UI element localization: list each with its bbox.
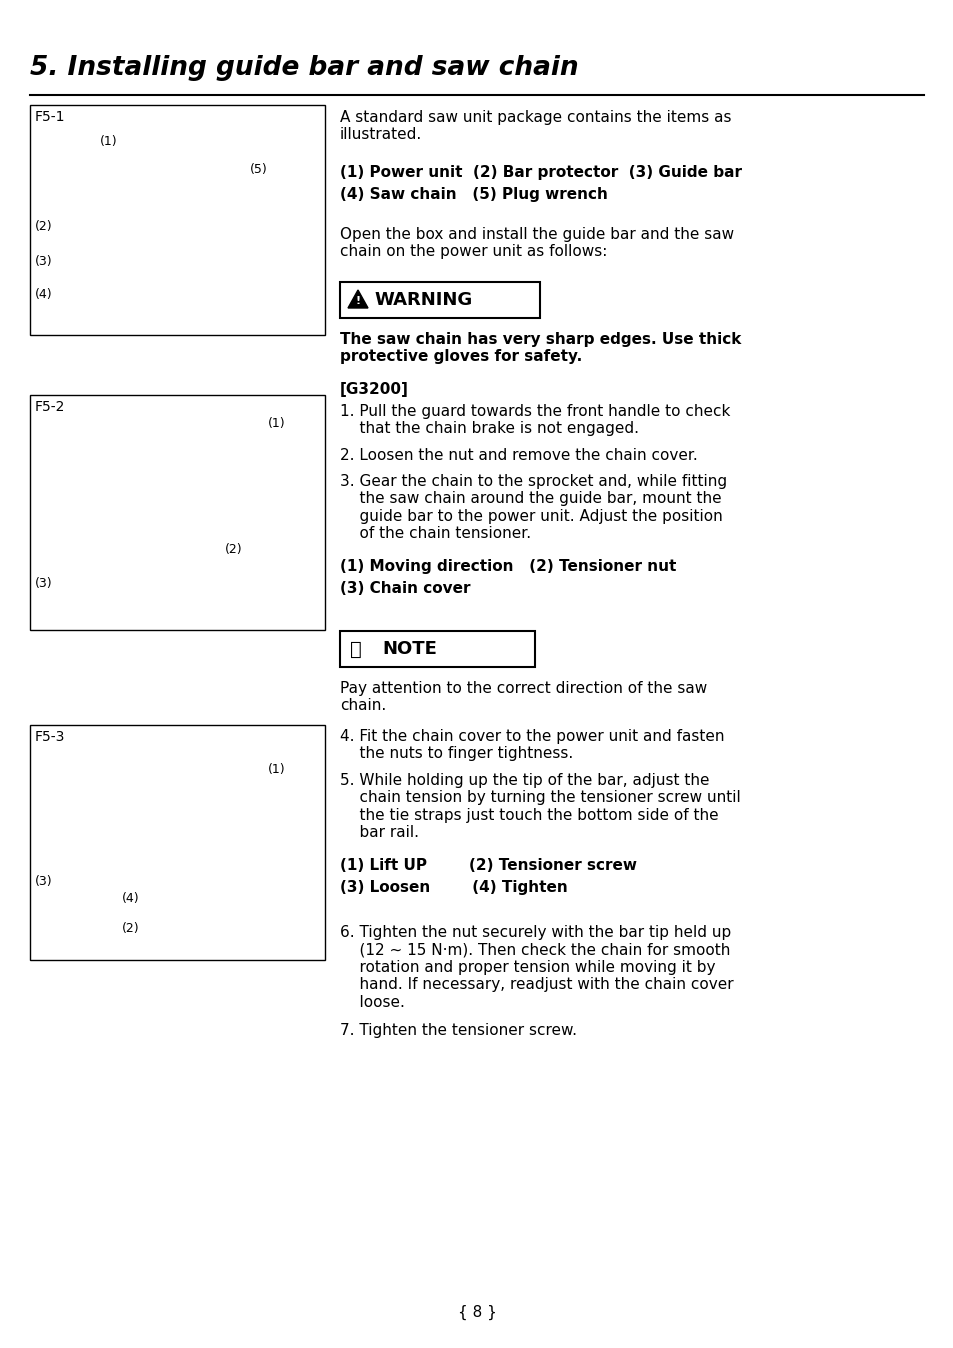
Text: F5-3: F5-3 [35,731,66,744]
Text: !: ! [355,297,360,306]
Polygon shape [348,290,368,307]
Bar [30,395,325,630]
Text: 4. Fit the chain cover to the power unit and fasten
    the nuts to finger tight: 4. Fit the chain cover to the power unit… [339,729,723,762]
Text: Open the box and install the guide bar and the saw
chain on the power unit as fo: Open the box and install the guide bar a… [339,226,734,259]
Text: (4): (4) [35,288,52,301]
Text: (3) Loosen        (4) Tighten: (3) Loosen (4) Tighten [339,880,567,895]
Text: (4) Saw chain   (5) Plug wrench: (4) Saw chain (5) Plug wrench [339,187,607,202]
Text: NOTE: NOTE [381,640,436,658]
Text: 5. Installing guide bar and saw chain: 5. Installing guide bar and saw chain [30,55,578,81]
Text: (2): (2) [122,922,139,936]
Text: (3): (3) [35,255,52,268]
Bar [339,282,539,318]
Text: (4): (4) [122,892,139,905]
Text: (3): (3) [35,875,52,888]
Bar [30,105,325,336]
Text: 2. Loosen the nut and remove the chain cover.: 2. Loosen the nut and remove the chain c… [339,448,697,462]
Text: 1. Pull the guard towards the front handle to check
    that the chain brake is : 1. Pull the guard towards the front hand… [339,404,730,437]
Text: F5-2: F5-2 [35,400,66,414]
Text: (2): (2) [35,220,52,233]
Text: [G3200]: [G3200] [339,381,409,398]
Text: 7. Tighten the tensioner screw.: 7. Tighten the tensioner screw. [339,1023,577,1038]
Text: (3) Chain cover: (3) Chain cover [339,581,470,596]
Text: 5. While holding up the tip of the bar, adjust the
    chain tension by turning : 5. While holding up the tip of the bar, … [339,772,740,840]
Text: (1) Lift UP        (2) Tensioner screw: (1) Lift UP (2) Tensioner screw [339,857,637,874]
Text: (2): (2) [225,543,242,555]
Text: 6. Tighten the nut securely with the bar tip held up
    (12 ~ 15 N·m). Then che: 6. Tighten the nut securely with the bar… [339,925,733,1010]
Text: WARNING: WARNING [374,291,472,309]
Text: (1) Moving direction   (2) Tensioner nut: (1) Moving direction (2) Tensioner nut [339,559,676,574]
Text: (1): (1) [268,763,285,776]
Bar [339,631,535,667]
Text: (1): (1) [268,417,285,430]
Text: 3. Gear the chain to the sprocket and, while fitting
    the saw chain around th: 3. Gear the chain to the sprocket and, w… [339,474,726,541]
Text: 📖: 📖 [350,639,361,659]
Text: (5): (5) [250,163,268,177]
Text: (1) Power unit  (2) Bar protector  (3) Guide bar: (1) Power unit (2) Bar protector (3) Gui… [339,164,741,181]
Text: Pay attention to the correct direction of the saw
chain.: Pay attention to the correct direction o… [339,681,706,713]
Text: (3): (3) [35,577,52,590]
Bar [30,725,325,960]
Text: A standard saw unit package contains the items as
illustrated.: A standard saw unit package contains the… [339,111,731,143]
Text: (1): (1) [100,135,117,148]
Text: The saw chain has very sharp edges. Use thick
protective gloves for safety.: The saw chain has very sharp edges. Use … [339,332,740,364]
Text: F5-1: F5-1 [35,111,66,124]
Text: { 8 }: { 8 } [457,1305,496,1320]
